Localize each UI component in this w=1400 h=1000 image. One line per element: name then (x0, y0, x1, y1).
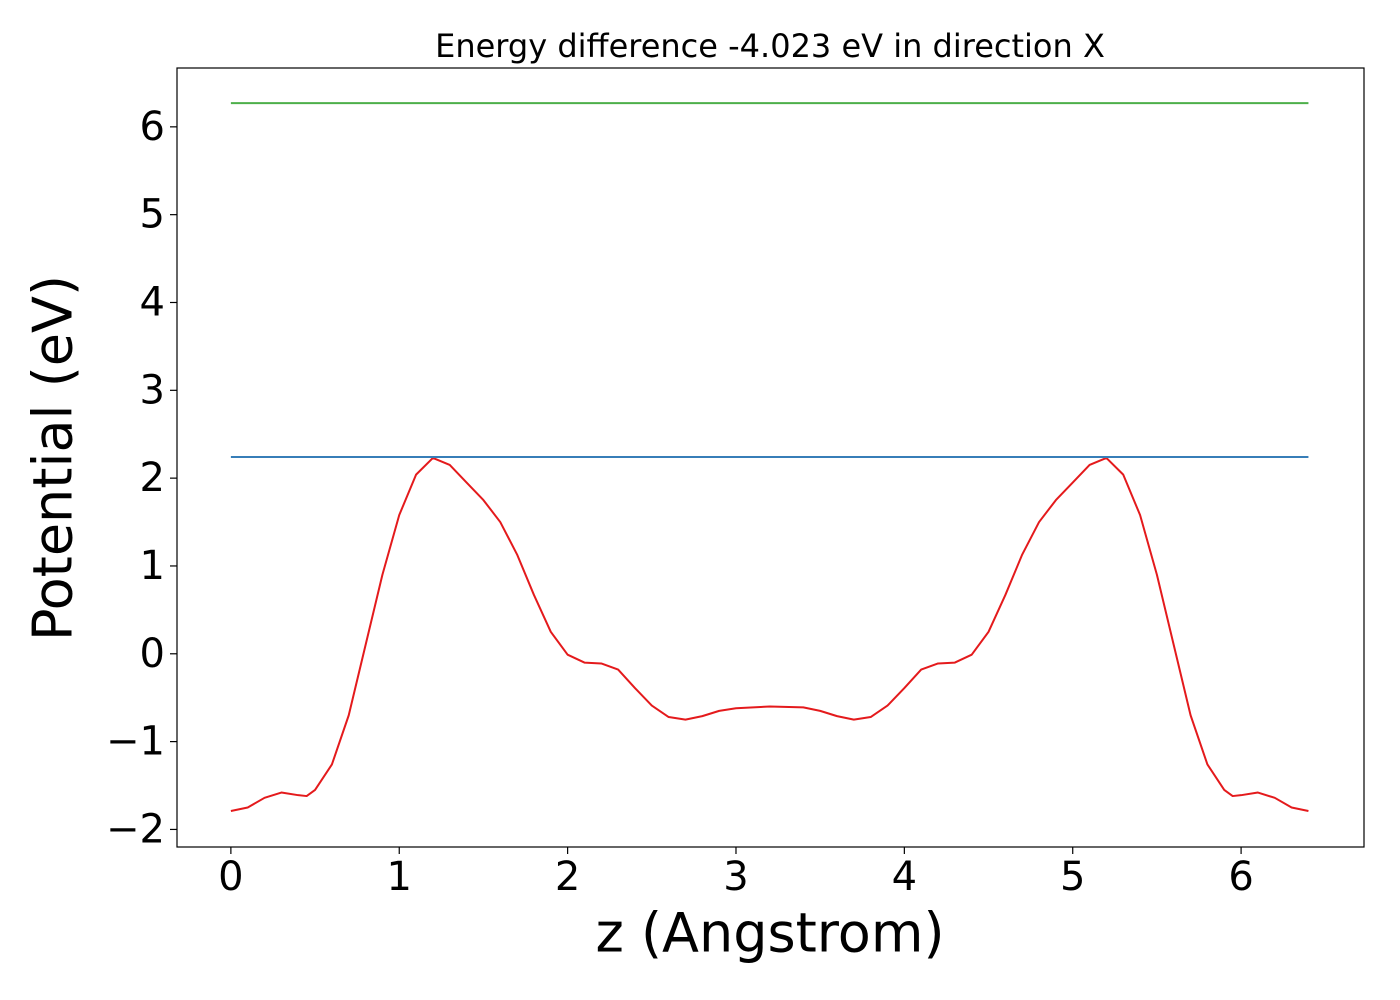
y-tick-label: −1 (106, 719, 165, 765)
x-axis-label: z (Angstrom) (595, 902, 944, 965)
y-tick-label: −2 (106, 806, 165, 852)
x-tick-label: 4 (892, 854, 917, 900)
x-tick-label: 6 (1228, 854, 1253, 900)
y-tick-label: 2 (140, 455, 165, 501)
y-tick-label: 6 (140, 104, 165, 150)
y-tick-label: 0 (140, 631, 165, 677)
plot-frame (176, 67, 1365, 848)
chart-title: Energy difference -4.023 eV in direction… (435, 27, 1105, 65)
y-tick-label: 4 (140, 279, 165, 325)
y-tick-label: 3 (140, 367, 165, 413)
line-series (230, 456, 1309, 812)
y-tick-label: 1 (140, 543, 165, 589)
x-tick-label: 2 (555, 854, 580, 900)
y-tick-label: 5 (140, 192, 165, 238)
y-axis-label: Potential (eV) (22, 275, 85, 641)
x-tick-label: 0 (218, 854, 243, 900)
x-tick-label: 5 (1060, 854, 1085, 900)
x-tick-label: 3 (723, 854, 748, 900)
x-tick-label: 1 (387, 854, 412, 900)
